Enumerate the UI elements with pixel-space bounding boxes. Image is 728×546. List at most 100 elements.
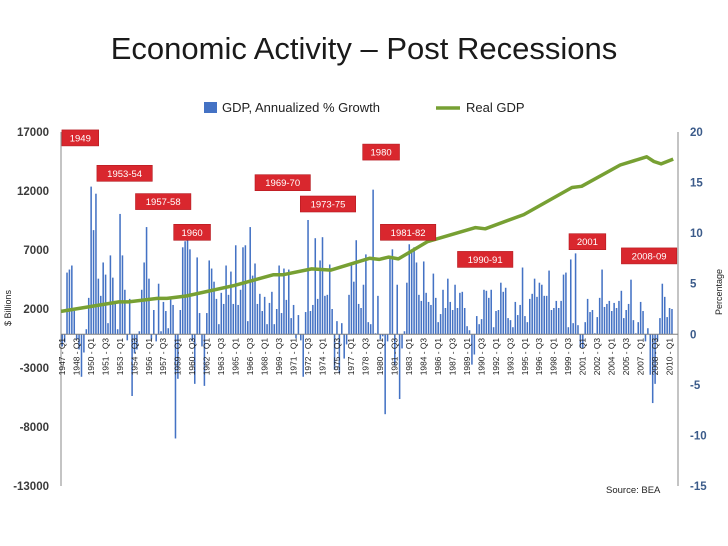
gdp-growth-bar: [374, 333, 377, 335]
recession-label-box: [362, 143, 400, 161]
gdp-growth-bar: [292, 304, 295, 335]
gdp-growth-bar: [251, 275, 254, 335]
gdp-growth-bar: [663, 296, 666, 335]
gdp-growth-bar: [220, 292, 223, 335]
gdp-growth-bar: [661, 283, 664, 335]
right-tick-label: 15: [690, 178, 703, 190]
gdp-growth-bar: [326, 294, 329, 335]
gdp-growth-bar: [435, 297, 437, 335]
gdp-growth-bar: [369, 324, 372, 335]
gdp-growth-bar: [227, 294, 230, 335]
category-tick-label: 2004 - Q1: [607, 338, 617, 376]
category-tick-label: 2002 - Q3: [592, 338, 602, 376]
gdp-growth-bar: [647, 328, 649, 335]
gdp-growth-bar: [408, 244, 411, 335]
gdp-growth-bar: [304, 312, 307, 335]
category-tick-label: 1969 - Q3: [274, 338, 284, 376]
gdp-growth-bar: [586, 298, 589, 335]
gdp-growth-bar: [259, 293, 261, 335]
gdp-growth-bar: [516, 315, 519, 335]
right-axis-ticks: 20 15 10 5 0 -5 -10 -15: [690, 127, 707, 493]
gdp-growth-bar: [321, 237, 324, 335]
gdp-growth-bar: [427, 301, 430, 335]
legend-bar-label: GDP, Annualized % Growth: [222, 100, 380, 115]
gdp-growth-bar: [210, 268, 213, 335]
category-tick-labels: 1947 - Q1 1948 - Q3 1950 - Q1 1951 - Q3 1953…: [57, 338, 674, 376]
gdp-growth-bar: [355, 240, 358, 335]
gdp-growth-bar: [569, 259, 572, 335]
category-tick-label: 1953 - Q1: [115, 338, 125, 376]
gdp-growth-bar: [87, 297, 90, 335]
gdp-growth-bar: [398, 334, 401, 400]
category-tick-label: 1950 - Q1: [86, 338, 96, 376]
gdp-growth-bar: [579, 334, 582, 348]
gdp-growth-bar: [596, 317, 599, 335]
gdp-growth-bar: [114, 301, 116, 335]
gdp-growth-bar: [350, 265, 353, 335]
gdp-growth-bar: [278, 265, 280, 335]
gdp-growth-bar: [331, 309, 333, 335]
right-tick-label: 20: [690, 127, 703, 139]
category-tick-label: 1966 - Q3: [245, 338, 255, 376]
gdp-growth-bar: [485, 290, 488, 335]
category-tick-label: 2010 - Q1: [664, 338, 674, 376]
right-tick-label: -10: [690, 430, 707, 442]
gdp-growth-bar: [275, 309, 278, 335]
category-tick-label: 1996 - Q3: [534, 338, 544, 376]
gdp-growth-bar: [536, 296, 538, 335]
gdp-growth-bar: [95, 193, 97, 335]
gdp-growth-bar: [403, 331, 406, 335]
gdp-growth-bar: [562, 274, 565, 335]
category-tick-label: 1980 - Q1: [375, 338, 385, 376]
gdp-growth-bar: [396, 284, 398, 335]
category-tick-label: 1995 - Q1: [520, 338, 530, 376]
gdp-growth-bar: [591, 310, 594, 335]
recession-label: 1957-58: [146, 197, 181, 208]
gdp-growth-bar: [314, 238, 317, 335]
gdp-growth-bar: [601, 269, 603, 335]
gdp-growth-bar: [63, 334, 66, 343]
real-gdp-line: [60, 155, 674, 314]
gdp-growth-bar: [362, 284, 365, 335]
gdp-growth-bar: [430, 304, 432, 335]
gdp-growth-bar: [529, 298, 531, 335]
category-tick-label: 1989 - Q1: [462, 338, 472, 376]
gdp-growth-bar: [456, 307, 459, 335]
gdp-growth-bar: [78, 334, 80, 350]
gdp-growth-bar: [297, 315, 300, 335]
gdp-growth-bar: [309, 311, 312, 335]
recession-label: 1960: [182, 228, 203, 239]
category-tick-label: 1947 - Q1: [57, 338, 67, 376]
gdp-growth-bar: [83, 334, 85, 353]
gdp-growth-bar: [627, 303, 630, 335]
gdp-growth-bar: [649, 334, 652, 375]
gdp-growth-bar: [500, 282, 502, 335]
gdp-growth-bar: [112, 277, 114, 335]
gdp-growth-bar: [198, 313, 201, 335]
recession-label-box: [568, 233, 607, 250]
gdp-growth-bar: [589, 312, 591, 335]
gdp-growth-bar: [353, 281, 355, 335]
category-tick-label: 1959 - Q1: [173, 338, 183, 376]
recession-label: 1969-70: [265, 178, 300, 189]
gdp-growth-bar: [394, 334, 396, 366]
gdp-growth-bar: [193, 334, 196, 384]
recession-label: 1973-75: [311, 200, 346, 211]
gdp-growth-bar: [85, 329, 88, 335]
gdp-growth-bar: [492, 327, 495, 335]
gdp-growth-bar: [268, 302, 271, 335]
gdp-growth-bar: [271, 291, 273, 335]
gdp-growth-bar: [160, 331, 162, 335]
gdp-growth-bar: [524, 316, 526, 335]
gdp-growth-bar: [153, 310, 155, 335]
left-tick-label: 2000: [23, 304, 49, 316]
gdp-growth-bar: [165, 311, 167, 335]
category-tick-label: 2005 - Q3: [621, 338, 631, 376]
gdp-growth-bar: [531, 293, 533, 335]
gdp-growth-bar: [208, 260, 210, 335]
gdp-growth-bar: [533, 278, 536, 335]
recession-label: 1949: [70, 133, 91, 144]
gdp-growth-bar: [372, 189, 374, 335]
gdp-growth-bar: [230, 271, 232, 335]
